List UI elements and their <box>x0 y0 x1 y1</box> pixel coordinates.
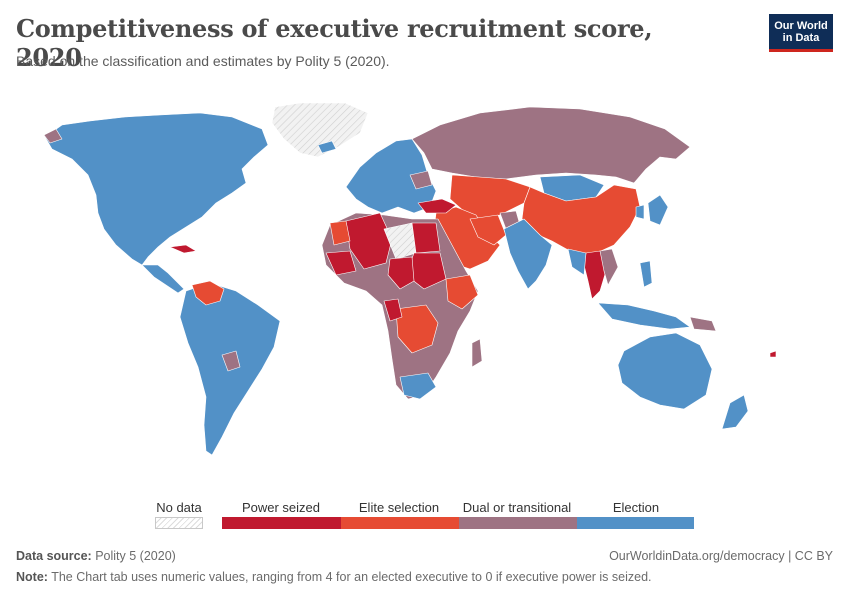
chart-subtitle: Based on the classification and estimate… <box>16 53 390 69</box>
legend-swatch-power-seized[interactable] <box>222 517 341 529</box>
map-legend: No data Power seized Elite selection Dua… <box>0 495 850 535</box>
world-map[interactable] <box>0 95 850 475</box>
region-north-america[interactable] <box>44 112 269 266</box>
region-cuba[interactable] <box>169 244 197 254</box>
region-congo[interactable] <box>383 298 403 322</box>
region-indonesia[interactable] <box>597 302 691 330</box>
region-iceland[interactable] <box>317 140 337 154</box>
logo-line-1: Our World <box>774 20 828 32</box>
note-label: Note: <box>16 570 48 584</box>
region-iran[interactable] <box>469 214 507 246</box>
chart-note: Note: The Chart tab uses numeric values,… <box>16 570 652 584</box>
logo-line-2: in Data <box>782 32 820 44</box>
region-philippines[interactable] <box>639 260 653 288</box>
region-belarus[interactable] <box>409 170 433 190</box>
region-algeria[interactable] <box>345 212 393 270</box>
region-alaska-west[interactable] <box>43 128 63 144</box>
region-morocco[interactable] <box>329 220 351 246</box>
region-madagascar[interactable] <box>471 338 483 368</box>
region-russia[interactable] <box>411 106 691 184</box>
legend-label-power-seized: Power seized <box>241 500 321 515</box>
region-venezuela[interactable] <box>191 280 225 306</box>
legend-swatch-election[interactable] <box>577 517 694 529</box>
region-south-africa[interactable] <box>399 372 437 400</box>
region-mali[interactable] <box>325 250 357 276</box>
region-png[interactable] <box>689 316 717 332</box>
region-fiji[interactable] <box>769 350 777 358</box>
region-bolivia[interactable] <box>221 350 241 372</box>
legend-label-no-data: No data <box>156 500 202 515</box>
data-source-link[interactable]: Polity 5 (2020) <box>95 549 176 563</box>
region-ethiopia[interactable] <box>445 274 479 310</box>
region-australia[interactable] <box>617 332 713 410</box>
region-japan[interactable] <box>647 194 669 226</box>
legend-label-elite-selection: Elite selection <box>358 500 440 515</box>
region-turkey[interactable] <box>417 198 457 214</box>
legend-swatch-no-data[interactable] <box>155 517 203 529</box>
region-myanmar[interactable] <box>567 248 587 276</box>
data-source-label: Data source: <box>16 549 92 563</box>
region-greenland[interactable] <box>271 102 369 158</box>
data-source: Data source: Polity 5 (2020) <box>16 549 176 563</box>
region-korea[interactable] <box>635 204 645 220</box>
region-egypt[interactable] <box>411 222 441 254</box>
chart-title: Competitiveness of executive recruitment… <box>16 14 653 72</box>
legend-label-election: Election <box>612 500 660 515</box>
region-india[interactable] <box>503 218 553 290</box>
legend-label-dual-transitional: Dual or transitional <box>462 500 572 515</box>
region-indochina[interactable] <box>599 248 619 286</box>
region-central-america[interactable] <box>141 264 185 294</box>
region-europe[interactable] <box>345 138 437 214</box>
region-chad[interactable] <box>387 256 415 290</box>
legend-swatch-dual-transitional[interactable] <box>459 517 577 529</box>
credit-link[interactable]: OurWorldinData.org/democracy | CC BY <box>609 549 833 563</box>
legend-swatch-elite-selection[interactable] <box>341 517 459 529</box>
note-text: The Chart tab uses numeric values, rangi… <box>51 570 652 584</box>
region-drc[interactable] <box>395 304 439 354</box>
region-new-zealand[interactable] <box>721 394 749 430</box>
owid-logo[interactable]: Our World in Data <box>769 14 833 52</box>
